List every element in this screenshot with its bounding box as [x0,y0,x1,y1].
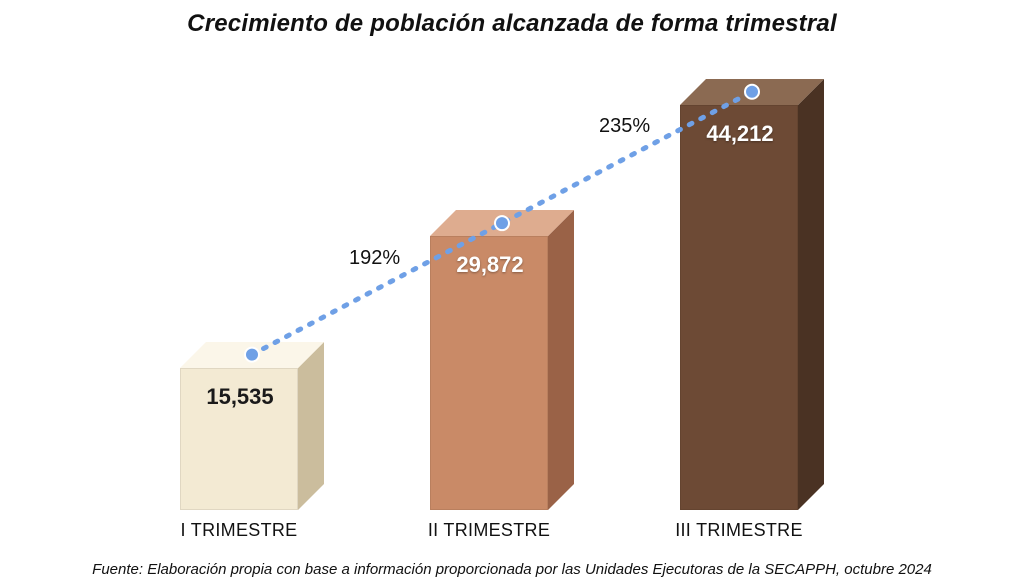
chart-plot-area: 15,535 29,872 44,212 [140,70,884,510]
bar-3: 44,212 [680,79,824,510]
chart-source-note: Fuente: Elaboración propia con base a in… [0,561,1024,578]
category-label: II TRIMESTRE [389,520,589,541]
bar-1: 15,535 [180,342,324,510]
growth-label: 192% [349,247,400,270]
category-label: III TRIMESTRE [639,520,839,541]
growth-label: 235% [599,115,650,138]
bar-2: 29,872 [430,210,574,510]
category-label: I TRIMESTRE [139,520,339,541]
chart-title: Crecimiento de población alcanzada de fo… [0,10,1024,38]
